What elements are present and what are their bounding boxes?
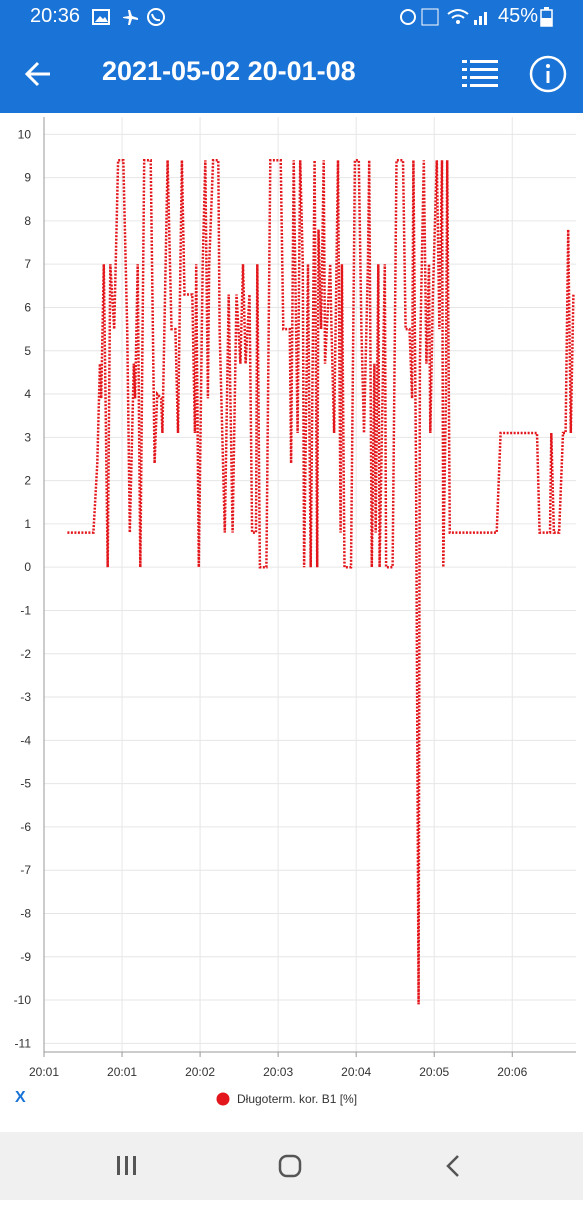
app-bar: 2021-05-02 20-01-08 [0,34,583,113]
y-tick-label: 1 [24,517,31,531]
y-tick-label: -11 [15,1036,32,1050]
y-tick-label: 4 [24,387,31,401]
x-tick-label: 20:01 [29,1065,59,1079]
x-button[interactable]: X [15,1089,26,1106]
y-tick-label: -6 [20,820,31,834]
y-tick-label: -2 [20,647,31,661]
navigation-bar [0,1132,583,1200]
y-tick-label: 6 [24,300,31,314]
y-tick-label: -1 [20,603,31,617]
status-icons [92,8,165,26]
y-tick-label: -5 [20,777,31,791]
y-tick-label: 5 [24,344,31,358]
x-tick-label: 20:03 [263,1065,293,1079]
list-button[interactable] [462,58,500,88]
y-tick-label: 0 [24,560,31,574]
status-bar: 20:36 45% [0,0,583,34]
clock: 20:36 [30,5,81,27]
x-tick-label: 20:04 [341,1065,371,1079]
y-tick-label: 8 [24,214,31,228]
y-tick-label: -10 [14,993,32,1007]
x-tick-label: 20:06 [497,1065,527,1079]
y-tick-label: 9 [24,171,31,185]
y-tick-label: 3 [24,430,31,444]
battery-level: 45% [498,5,539,27]
y-tick-label: 2 [24,474,31,488]
signal-icons [400,8,487,26]
app-title: 2021-05-02 20-01-08 [102,56,356,86]
back-button[interactable] [24,60,52,88]
y-tick-label: -3 [20,690,31,704]
y-tick-label: 7 [24,257,31,271]
battery-icon [540,7,553,27]
y-tick-label: -9 [20,950,31,964]
x-tick-label: 20:01 [107,1065,137,1079]
legend-marker [216,1092,230,1106]
nav-icons [117,1154,459,1178]
x-tick-label: 20:02 [185,1065,215,1079]
y-tick-label: -7 [20,863,31,877]
y-tick-label: 10 [18,127,32,141]
y-tick-label: -8 [20,906,31,920]
info-button[interactable] [529,55,567,93]
chart: -11-10-9-8-7-6-5-4-3-2-101234567891020:0… [14,117,576,1106]
data-line [67,159,575,1005]
x-tick-label: 20:05 [419,1065,449,1079]
legend-label: Długoterm. kor. B1 [%] [237,1092,357,1106]
y-tick-label: -4 [20,733,31,747]
